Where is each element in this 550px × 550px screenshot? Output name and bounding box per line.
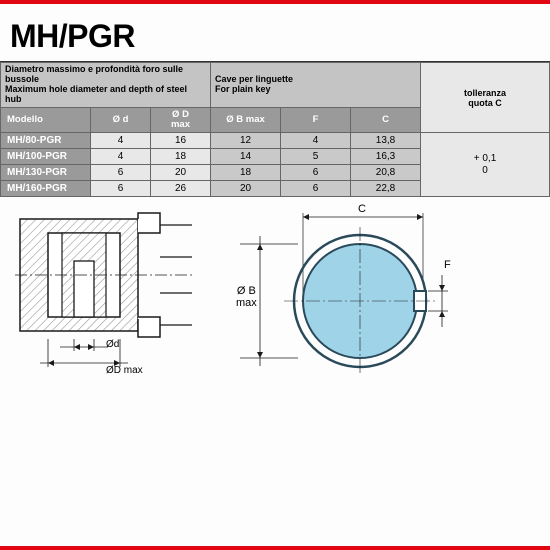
cell-dmax: 18 [151, 149, 211, 165]
label-c: C [358, 203, 366, 215]
cell-bmax: 12 [211, 133, 281, 149]
group-header-row: Diametro massimo e profondità foro sulle… [1, 63, 550, 108]
cell-model: MH/100-PGR [1, 149, 91, 165]
bottom-red-bar [0, 546, 550, 550]
cell-f: 6 [281, 165, 351, 181]
cell-bmax: 14 [211, 149, 281, 165]
spec-table: Diametro massimo e profondità foro sulle… [0, 62, 550, 197]
cell-c: 20,8 [351, 165, 421, 181]
cell-tolerance: + 0,1 0 [421, 133, 550, 197]
face-diagram: C F Ø B max [230, 211, 460, 401]
cell-d: 4 [91, 149, 151, 165]
section-diagram: Ød ØD max [10, 211, 200, 401]
label-dmax: ØD max [106, 365, 143, 376]
cell-c: 13,8 [351, 133, 421, 149]
col-tolerance: tolleranza quota C [421, 63, 550, 133]
cell-bmax: 18 [211, 165, 281, 181]
label-f: F [444, 259, 451, 271]
label-d: Ød [106, 339, 119, 350]
cell-f: 5 [281, 149, 351, 165]
cell-c: 16,3 [351, 149, 421, 165]
cell-d: 6 [91, 181, 151, 197]
cell-f: 4 [281, 133, 351, 149]
table-row: MH/80-PGR 4 16 12 4 13,8 + 0,1 0 [1, 133, 550, 149]
cell-bmax: 20 [211, 181, 281, 197]
page-title: MH/PGR [0, 4, 550, 61]
col-dmax: Ø D max [151, 107, 211, 133]
cell-dmax: 16 [151, 133, 211, 149]
group2-header: Cave per linguette For plain key [211, 63, 421, 108]
cell-dmax: 20 [151, 165, 211, 181]
diagrams-row: Ød ØD max [0, 197, 550, 401]
cell-c: 22,8 [351, 181, 421, 197]
group1-header: Diametro massimo e profondità foro sulle… [1, 63, 211, 108]
cell-dmax: 26 [151, 181, 211, 197]
cell-model: MH/130-PGR [1, 165, 91, 181]
col-c: C [351, 107, 421, 133]
cell-d: 4 [91, 133, 151, 149]
col-f: F [281, 107, 351, 133]
col-model: Modello [1, 107, 91, 133]
col-d: Ø d [91, 107, 151, 133]
cell-model: MH/80-PGR [1, 133, 91, 149]
cell-d: 6 [91, 165, 151, 181]
col-bmax: Ø B max [211, 107, 281, 133]
cell-f: 6 [281, 181, 351, 197]
cell-model: MH/160-PGR [1, 181, 91, 197]
label-bmax: Ø B max [236, 285, 257, 309]
